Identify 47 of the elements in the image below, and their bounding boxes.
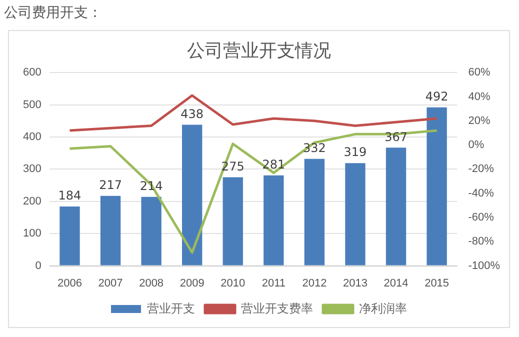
y2-tick-label: 60%	[468, 66, 490, 79]
y-tick-label: 200	[22, 195, 42, 208]
bar	[182, 124, 202, 266]
x-tick-label: 2011	[262, 277, 286, 290]
x-tick-label: 2009	[180, 277, 204, 290]
y2-tick-label: 0%	[468, 139, 484, 152]
x-tick-label: 2012	[302, 277, 327, 290]
bar	[264, 175, 284, 266]
y-tick-label: 400	[22, 131, 42, 144]
data-label: 319	[344, 145, 367, 160]
data-label: 281	[262, 157, 286, 172]
y-tick-label: 0	[35, 260, 42, 272]
bar	[60, 206, 80, 266]
y2-tick-label: -20%	[468, 163, 494, 176]
y-tick-label: 300	[22, 163, 42, 176]
bar	[100, 196, 121, 266]
bar	[304, 158, 325, 266]
x-tick-label: 2014	[384, 277, 408, 290]
data-label: 217	[99, 178, 122, 192]
data-label: 492	[425, 90, 448, 104]
chart-title: 公司营业开支情况	[187, 40, 331, 62]
y2-tick-label: -40%	[468, 187, 494, 200]
y-tick-label: 100	[22, 228, 42, 240]
bar	[426, 107, 447, 266]
legend-label: 净利润率	[359, 301, 407, 316]
bar	[222, 177, 243, 266]
bar	[386, 148, 406, 266]
x-tick-label: 2013	[343, 277, 368, 290]
y2-tick-label: -100%	[468, 260, 500, 272]
y-tick-label: 600	[22, 66, 42, 79]
y2-tick-label: 20%	[468, 114, 490, 127]
legend-label: 营业开支	[147, 301, 195, 316]
text: 公司费用开支：	[4, 4, 102, 22]
x-tick-label: 2010	[220, 277, 246, 290]
x-tick-label: 2008	[139, 277, 164, 290]
bar	[345, 163, 366, 266]
x-tick-label: 2015	[424, 277, 450, 290]
y2-tick-label: -80%	[468, 236, 494, 248]
y-tick-label: 500	[22, 98, 42, 111]
data-label: 438	[180, 106, 204, 121]
x-tick-label: 2006	[58, 277, 82, 290]
data-label: 184	[58, 188, 82, 203]
y2-tick-label: -60%	[468, 212, 494, 224]
bar	[141, 196, 162, 266]
y2-tick-label: 40%	[468, 90, 490, 103]
x-tick-label: 2007	[98, 277, 123, 290]
legend-label: 营业开支费率	[241, 301, 313, 316]
